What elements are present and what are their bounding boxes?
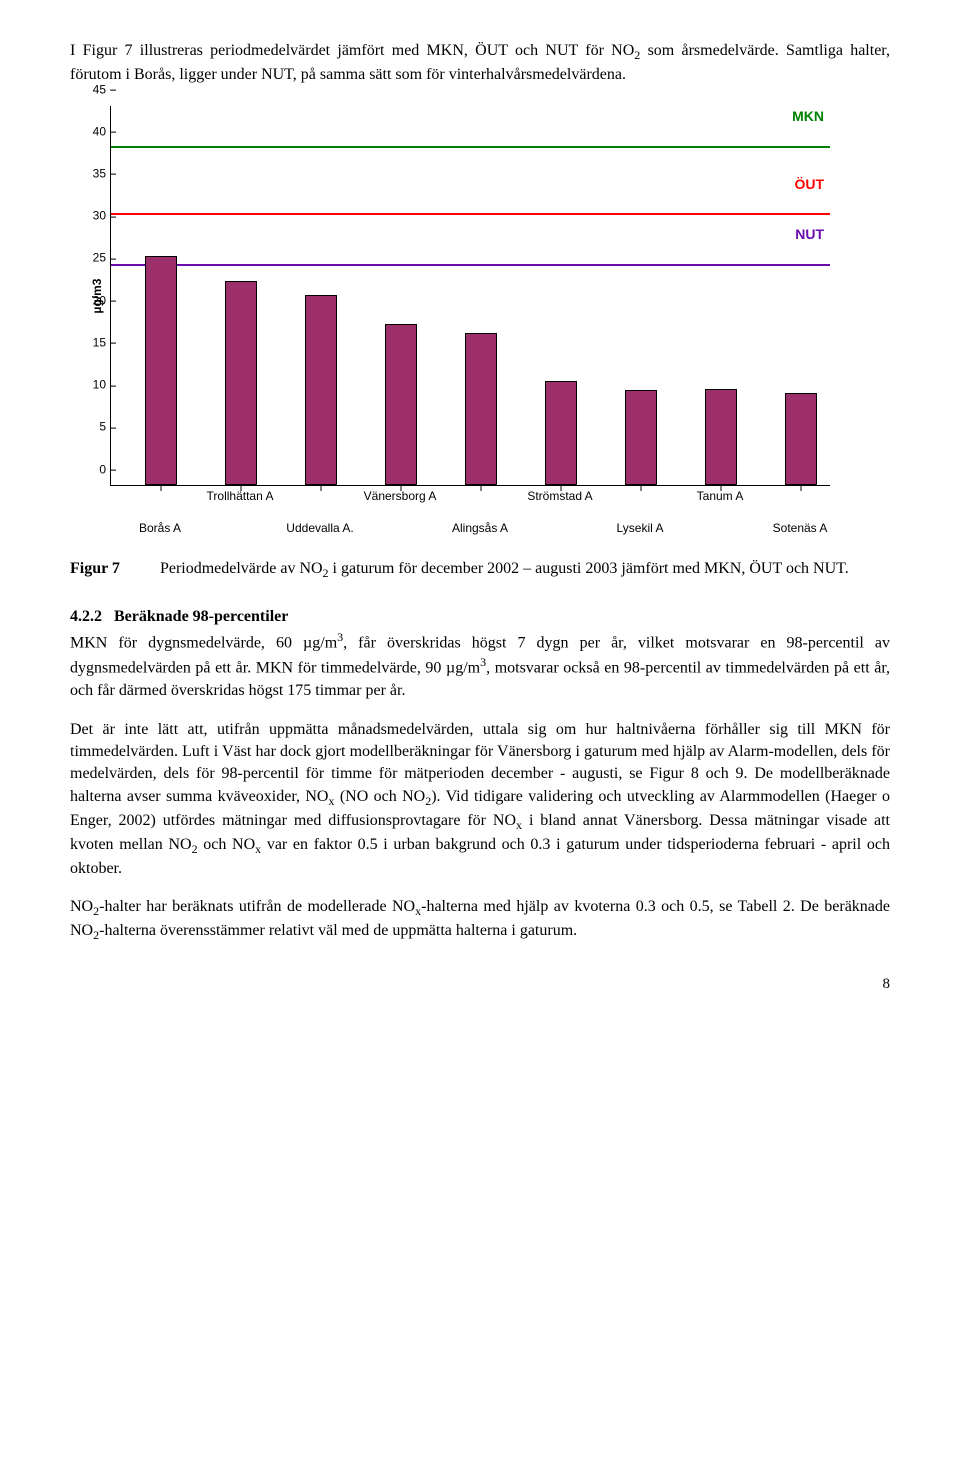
threshold-label-mkn: MKN bbox=[792, 107, 824, 127]
x-axis-labels-row-1: Trollhättan A Vänersborg A Strömstad A Tanu… bbox=[110, 486, 830, 520]
x-axis-label: Trollhättan A bbox=[207, 488, 274, 505]
x-axis-label: Strömstad A bbox=[527, 488, 592, 505]
paragraph-2: Det är inte lätt att, utifrån uppmätta m… bbox=[70, 719, 890, 881]
text: i gaturum för december 2002 – augusti 20… bbox=[329, 560, 849, 577]
x-axis-label: Uddevalla A. bbox=[286, 520, 353, 537]
y-tick: 25 bbox=[76, 250, 106, 267]
text: och NO bbox=[198, 836, 256, 853]
section-paragraph-1: 4.2.2 Beräknade 98-percentiler MKN för d… bbox=[70, 606, 890, 702]
threshold-line-öut bbox=[111, 213, 830, 215]
y-tick: 0 bbox=[76, 461, 106, 478]
text: (NO och NO bbox=[334, 788, 425, 805]
text: MKN för dygnsmedelvärde, 60 µg/m bbox=[70, 634, 337, 651]
bar bbox=[545, 381, 577, 486]
figure-label: Figur 7 bbox=[70, 558, 120, 582]
bar bbox=[225, 281, 257, 485]
bar bbox=[145, 256, 177, 486]
y-tick: 40 bbox=[76, 123, 106, 140]
y-tick: 30 bbox=[76, 208, 106, 225]
threshold-label-nut: NUT bbox=[795, 225, 824, 245]
x-axis-labels-row-2: Borås A Uddevalla A. Alingsås A Lysekil A So… bbox=[110, 520, 830, 538]
x-axis-label: Lysekil A bbox=[617, 520, 664, 537]
y-tick: 10 bbox=[76, 377, 106, 394]
bar bbox=[465, 333, 497, 485]
y-tick: 5 bbox=[76, 419, 106, 436]
bar bbox=[625, 390, 657, 485]
threshold-label-öut: ÖUT bbox=[794, 175, 824, 195]
bar-chart-container: µg/m3 MKNÖUTNUT 051015202530354045 Troll… bbox=[110, 106, 890, 538]
threshold-line-nut bbox=[111, 264, 830, 266]
x-axis-label: Tanum A bbox=[697, 488, 744, 505]
bar bbox=[705, 389, 737, 485]
figure-text: Periodmedelvärde av NO2 i gaturum för de… bbox=[160, 558, 849, 582]
y-tick: 20 bbox=[76, 292, 106, 309]
section-title-text: Beräknade 98-percentiler bbox=[114, 608, 288, 625]
y-tick: 45 bbox=[76, 81, 106, 98]
text: Periodmedelvärde av NO bbox=[160, 560, 323, 577]
y-tick: 15 bbox=[76, 335, 106, 352]
text: NO bbox=[70, 898, 93, 915]
bar bbox=[785, 393, 817, 485]
text: I Figur 7 illustreras periodmedelvärdet … bbox=[70, 42, 634, 59]
figure-caption: Figur 7 Periodmedelvärde av NO2 i gaturu… bbox=[70, 558, 890, 582]
y-tick: 35 bbox=[76, 166, 106, 183]
plot-area: MKN ÖUT NUT bbox=[110, 106, 830, 486]
bar bbox=[385, 324, 417, 485]
section-number: 4.2.2 bbox=[70, 608, 102, 625]
paragraph-3: NO2-halter har beräknats utifrån de mode… bbox=[70, 896, 890, 944]
x-axis-label: Sotenäs A bbox=[773, 520, 828, 537]
bar bbox=[305, 295, 337, 485]
x-axis-label: Vänersborg A bbox=[364, 488, 437, 505]
intro-paragraph: I Figur 7 illustreras periodmedelvärdet … bbox=[70, 40, 890, 86]
page-number: 8 bbox=[70, 974, 890, 995]
section-title bbox=[106, 608, 114, 625]
text: -halterna överensstämmer relativt väl me… bbox=[99, 922, 577, 939]
x-axis-label: Alingsås A bbox=[452, 520, 508, 537]
bar-chart: µg/m3 MKNÖUTNUT 051015202530354045 bbox=[110, 106, 830, 486]
x-axis-label: Borås A bbox=[139, 520, 181, 537]
threshold-line-mkn bbox=[111, 146, 830, 148]
text: -halter har beräknats utifrån de modelle… bbox=[99, 898, 415, 915]
